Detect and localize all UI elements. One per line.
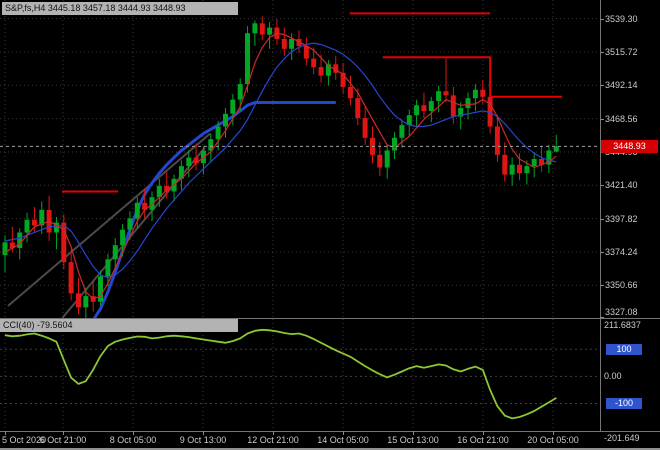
price-axis-tick — [600, 118, 604, 120]
time-axis-tick — [203, 431, 204, 435]
time-axis-label: 9 Oct 13:00 — [179, 435, 227, 445]
price-axis-label: 3468.56 — [605, 113, 638, 124]
price-axis-tick — [600, 285, 604, 287]
price-axis-tick — [600, 317, 604, 318]
chart-title: S&P,fs,H4 3445.18 3457.18 3444.93 3448.9… — [2, 2, 238, 15]
time-axis-tick — [483, 431, 484, 435]
cci-zero-label: 0.00 — [604, 371, 622, 382]
time-axis-label: 15 Oct 13:00 — [387, 435, 439, 445]
price-axis-tick — [600, 185, 604, 187]
time-axis-tick — [413, 431, 414, 435]
price-axis-tick — [600, 18, 604, 20]
time-axis-tick — [553, 431, 554, 435]
price-axis-label: 3515.72 — [605, 46, 638, 57]
price-axis-tick — [600, 85, 604, 87]
time-axis-tick — [273, 431, 274, 435]
time-axis-tick — [133, 431, 134, 435]
price-axis-label: 3327.08 — [605, 307, 638, 317]
cci-level-minus100-badge: -100 — [606, 397, 642, 409]
price-axis-separator — [600, 0, 601, 431]
price-axis-tick — [600, 251, 604, 253]
time-axis-label: 14 Oct 05:00 — [317, 435, 369, 445]
price-axis-label: 3374.24 — [605, 246, 638, 257]
price-axis-label: 3492.14 — [605, 80, 638, 91]
panel-separator[interactable] — [0, 318, 660, 319]
price-axis-label: 3539.30 — [605, 13, 638, 24]
price-axis-tick — [600, 51, 604, 53]
time-axis-label: 6 Oct 21:00 — [39, 435, 87, 445]
price-axis-label: 3421.40 — [605, 180, 638, 191]
cci-min-label: -201.649 — [604, 433, 640, 443]
time-axis-label: 8 Oct 05:00 — [109, 435, 157, 445]
cci-max-label: 211.6837 — [604, 320, 641, 330]
current-price-badge: 3448.93 — [601, 139, 658, 153]
time-axis-tick — [63, 431, 64, 435]
price-axis-tick — [600, 218, 604, 220]
time-axis-label: 16 Oct 21:00 — [457, 435, 509, 445]
time-axis-tick — [5, 431, 6, 435]
window-bottom-edge — [0, 448, 660, 450]
time-axis-label: 12 Oct 21:00 — [247, 435, 299, 445]
time-axis-label: 20 Oct 05:00 — [527, 435, 579, 445]
cci-level-100-badge: 100 — [606, 343, 642, 355]
cci-indicator-plot[interactable] — [0, 319, 600, 431]
time-axis-label: 5 Oct 2020 — [2, 435, 47, 445]
time-axis-separator[interactable] — [0, 431, 660, 432]
price-axis-label: 3397.82 — [605, 213, 638, 224]
cci-label: CCI(40) -79.5604 — [0, 319, 238, 332]
price-axis-label: 3350.66 — [605, 280, 638, 291]
time-axis-tick — [343, 431, 344, 435]
price-chart-plot[interactable] — [0, 0, 600, 327]
